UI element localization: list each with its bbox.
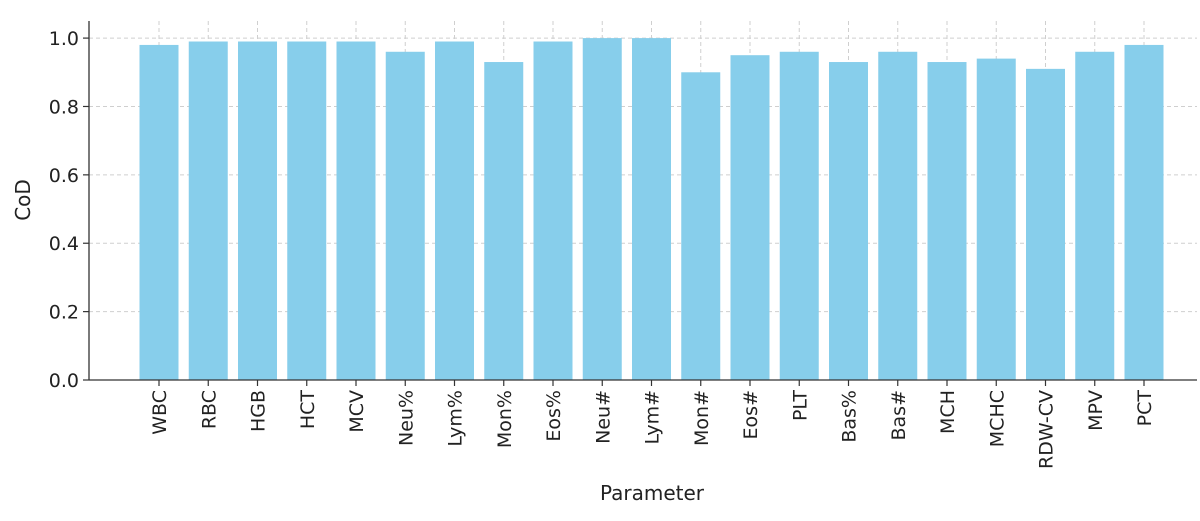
bar [336,41,376,381]
y-axis-label: CoD [11,179,35,221]
bar [582,38,622,380]
y-tick-label: 0.4 [49,233,79,255]
bar [188,41,228,381]
x-tick-label: HCT [297,390,319,430]
x-tick-label: Neu% [395,390,417,446]
bar [779,51,819,381]
x-tick-label: Lym% [445,390,467,447]
bar [632,38,671,380]
x-tick-label: RDW-CV [1036,390,1058,469]
x-tick-label: PLT [789,390,811,421]
x-tick-label: Bas% [839,390,861,443]
bar [533,41,573,381]
x-tick-label: WBC [149,390,171,435]
y-tick-label: 1.0 [49,28,79,50]
y-tick-label: 0.6 [49,165,79,187]
y-tick-label: 0.8 [49,96,79,118]
bar [484,62,524,381]
x-tick-label: Eos% [543,390,565,442]
x-tick-label: MCHC [986,390,1008,447]
bar [829,62,868,381]
x-tick-label: MCV [346,390,368,433]
x-tick-label: Mon# [691,390,713,446]
x-tick-label: Mon% [494,390,516,448]
x-tick-label: PCT [1134,390,1156,427]
bar [730,55,770,380]
bar [878,51,918,381]
x-tick-label: RBC [198,390,220,429]
y-tick-label: 0.2 [49,302,79,324]
bar [385,51,425,381]
bar [287,41,327,381]
bar [927,62,967,381]
x-tick-label: Eos# [740,390,762,439]
x-tick-label: Lym# [642,390,664,445]
bar [1124,44,1164,380]
bar [1026,68,1065,380]
x-tick-label: MPV [1085,390,1107,431]
x-tick-label: Bas# [888,390,910,441]
y-tick-label: 0.0 [49,370,79,392]
bar [139,44,179,380]
bar [238,41,277,381]
bar [1075,51,1115,381]
x-axis-label: Parameter [600,481,705,505]
x-tick-label: Neu# [592,390,614,444]
x-tick-label: MCH [937,390,959,434]
bar [435,41,474,381]
bar [976,58,1016,380]
x-tick-label: HGB [248,390,270,432]
bar [681,72,721,381]
